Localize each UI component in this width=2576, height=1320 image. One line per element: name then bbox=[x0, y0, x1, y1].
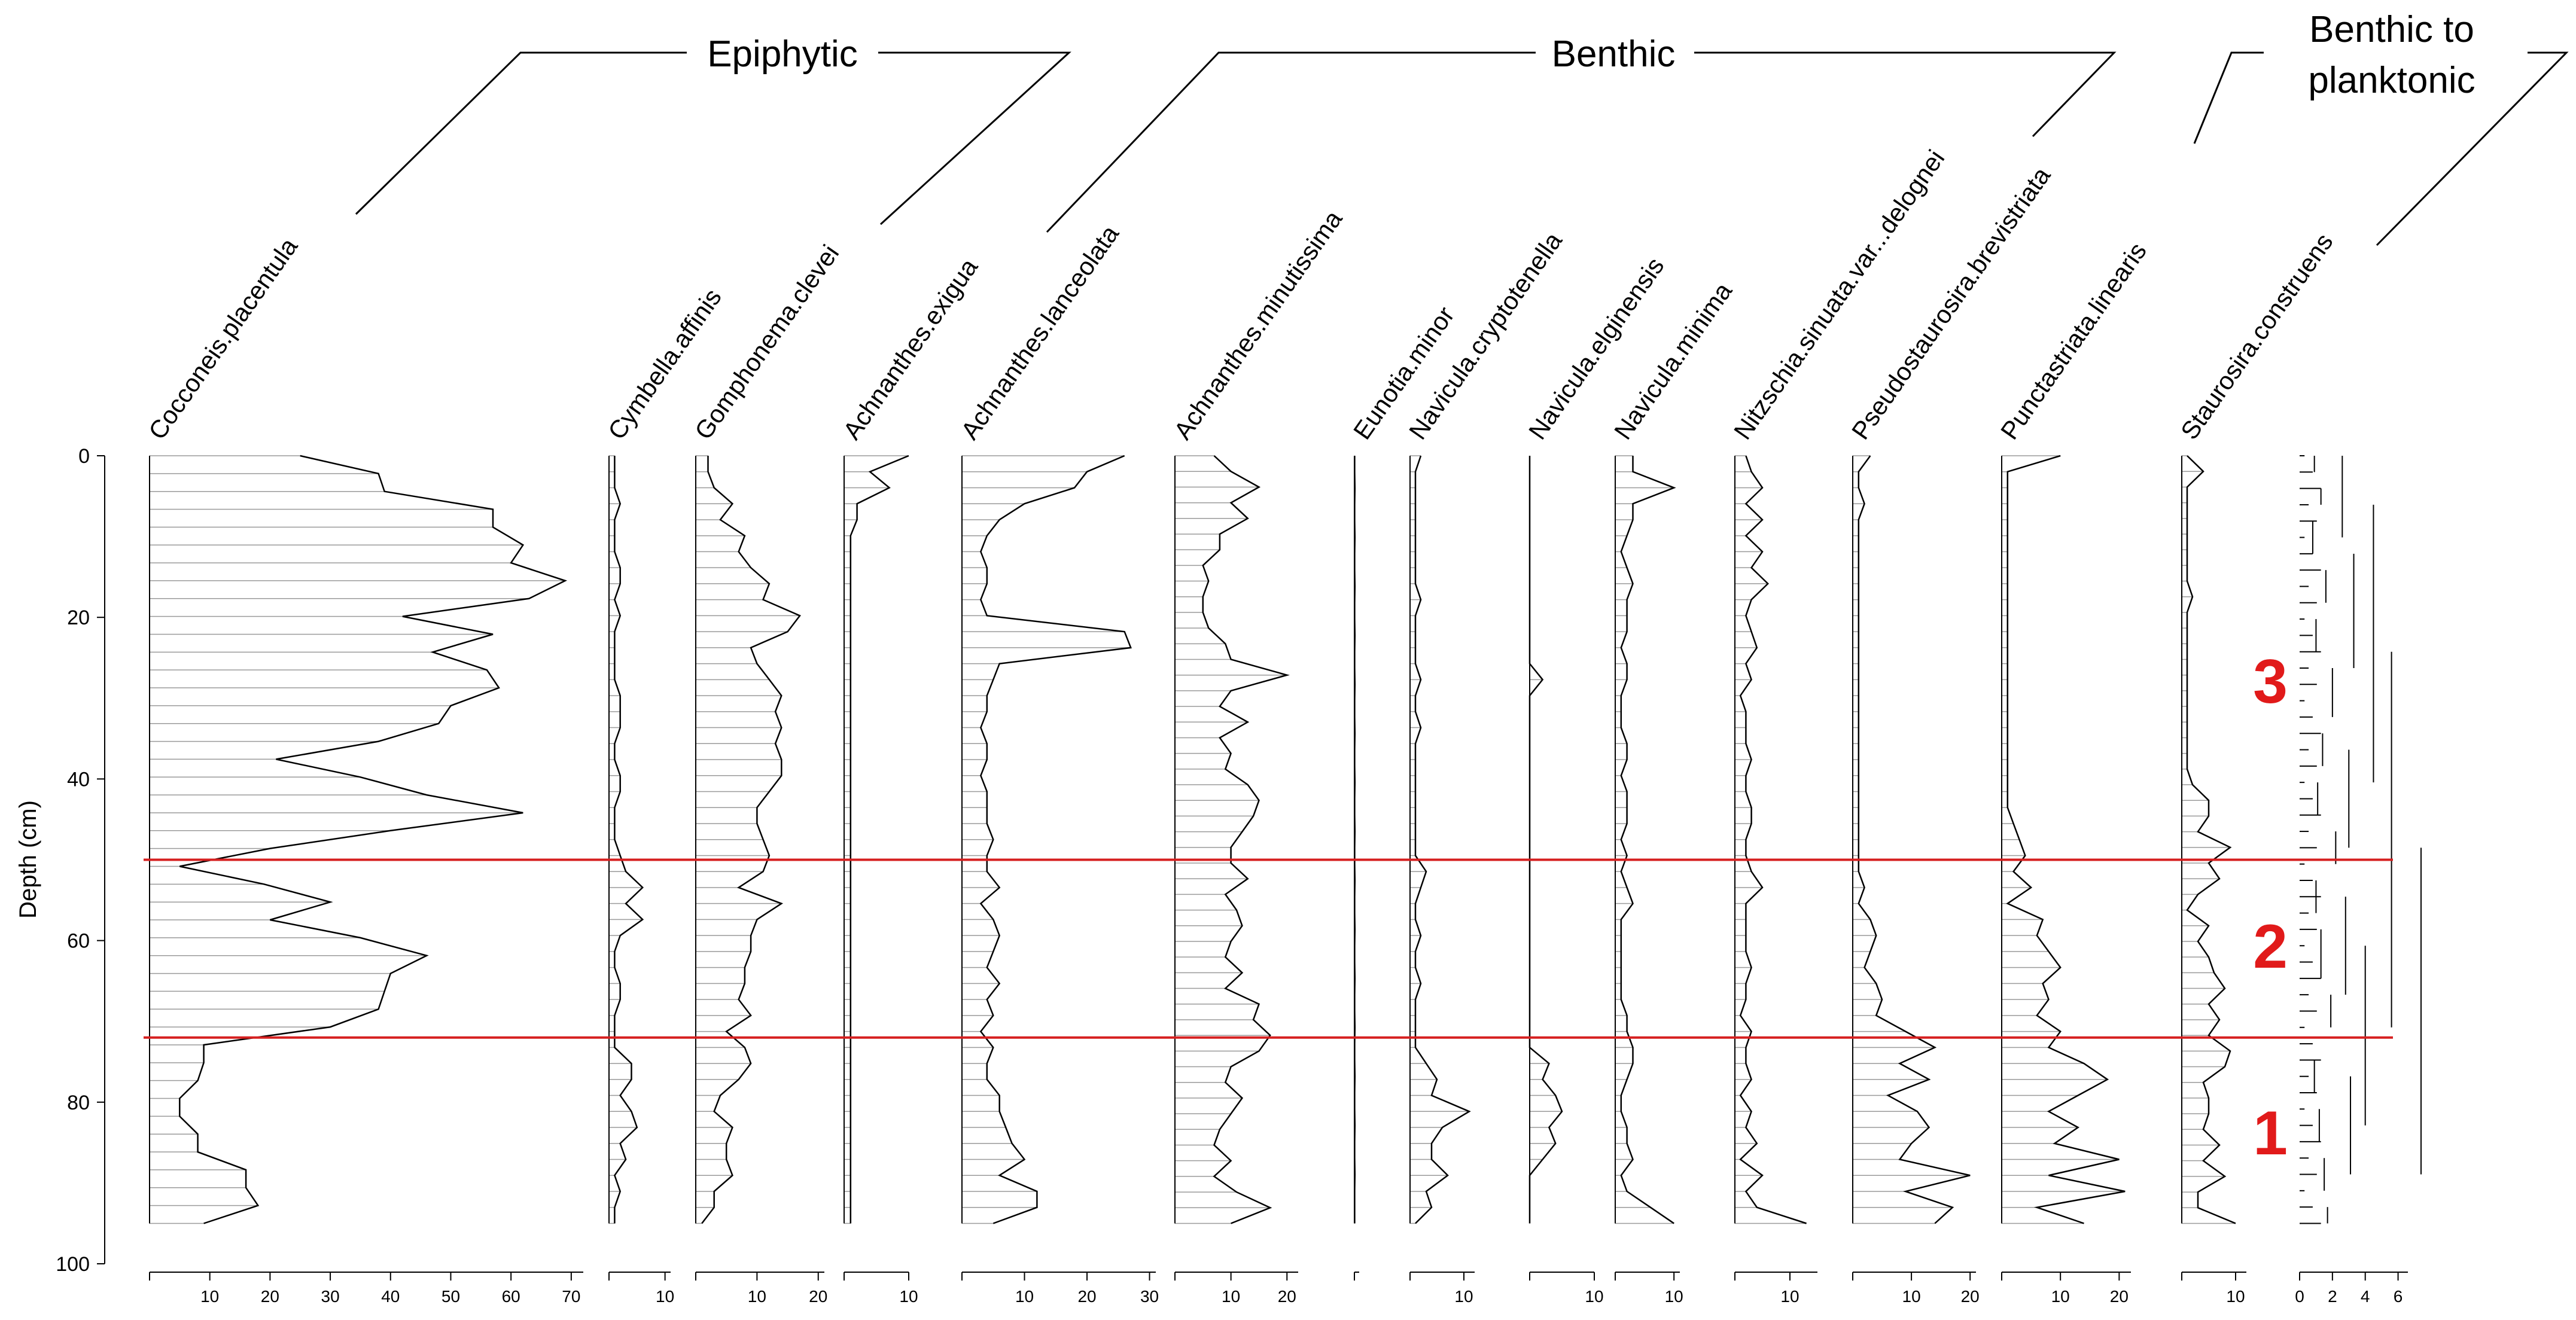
taxon-panel: Eunotia.minor bbox=[1348, 301, 1460, 1281]
panel-tick-label: 10 bbox=[1780, 1287, 1799, 1306]
taxon-panel: 10 Nitzschia.sinuata.var...delognei bbox=[1728, 145, 1950, 1306]
panel-tick-label: 20 bbox=[1961, 1287, 1980, 1306]
abundance-curve bbox=[1528, 456, 1563, 1224]
abundance-curve bbox=[2006, 455, 2126, 1224]
depth-tick-label: 20 bbox=[67, 606, 90, 629]
panel-tick-label: 20 bbox=[1278, 1287, 1296, 1306]
taxon-panel: 10 20 Punctastriata.linearis bbox=[1995, 237, 2152, 1306]
dendrogram-tick-label: 0 bbox=[2295, 1287, 2304, 1306]
panel-tick-label: 10 bbox=[1665, 1287, 1683, 1306]
dendrogram-tick-label: 4 bbox=[2361, 1287, 2370, 1306]
panel-tick-label: 10 bbox=[1222, 1287, 1240, 1306]
abundance-curve bbox=[849, 455, 909, 1224]
panel-tick-label: 10 bbox=[200, 1287, 219, 1306]
panel-tick-label: 20 bbox=[809, 1287, 827, 1306]
taxon-name: Nitzschia.sinuata.var...delognei bbox=[1728, 145, 1950, 444]
panel-tick-label: 10 bbox=[656, 1287, 674, 1306]
depth-tick-label: 0 bbox=[78, 445, 90, 468]
panel-tick-label: 10 bbox=[2051, 1287, 2070, 1306]
group-bracket-line bbox=[878, 51, 1071, 225]
abundance-curve bbox=[1202, 455, 1290, 1224]
group-bracket-line bbox=[1694, 51, 2117, 138]
taxon-name: Achnanthes.lanceolata bbox=[955, 220, 1125, 445]
group-bracket-line bbox=[2376, 51, 2569, 246]
group-bracket-line bbox=[355, 51, 687, 215]
group-label: planktonic bbox=[2308, 60, 2475, 101]
abundance-curve bbox=[1620, 456, 1676, 1224]
panel-tick-label: 60 bbox=[502, 1287, 520, 1306]
panel-tick-label: 10 bbox=[1585, 1287, 1603, 1306]
depth-tick-label: 60 bbox=[67, 930, 90, 953]
group-label: Benthic bbox=[1552, 33, 1676, 75]
group-bracket-line bbox=[1046, 51, 1536, 233]
abundance-curve bbox=[979, 455, 1132, 1224]
panel-tick-label: 10 bbox=[1015, 1287, 1034, 1306]
group-label: Benthic to bbox=[2309, 9, 2474, 50]
panel-tick-label: 40 bbox=[381, 1287, 400, 1306]
depth-tick-label: 80 bbox=[67, 1092, 90, 1114]
taxon-panel: 10 20 Gomphonema.clevei bbox=[689, 240, 844, 1306]
panel-tick-label: 10 bbox=[1454, 1287, 1473, 1306]
taxon-name: Gomphonema.clevei bbox=[689, 240, 844, 444]
taxon-name: Staurosira.construens bbox=[2175, 228, 2339, 445]
panel-tick-label: 30 bbox=[321, 1287, 340, 1306]
abundance-curve bbox=[1414, 455, 1471, 1224]
panel-tick-label: 10 bbox=[1902, 1287, 1921, 1306]
panel-tick-label: 10 bbox=[2226, 1287, 2245, 1306]
panel-tick-label: 70 bbox=[562, 1287, 580, 1306]
taxon-panel: 10 20 30 Achnanthes.lanceolata bbox=[955, 220, 1159, 1306]
group-brackets: Epiphytic Benthic Benthic to planktonic bbox=[355, 9, 2569, 246]
taxon-name: Punctastriata.linearis bbox=[1995, 237, 2152, 444]
taxon-panel: 10 20 30 40 50 60 70 Cocconeis.placentula bbox=[143, 233, 583, 1306]
depth-axis-title: Depth (cm) bbox=[15, 800, 41, 919]
group-bracket-line bbox=[2193, 51, 2264, 144]
panel-tick-label: 30 bbox=[1140, 1287, 1159, 1306]
abundance-curve bbox=[614, 456, 644, 1224]
panel-tick-label: 10 bbox=[899, 1287, 918, 1306]
zone-label: 3 bbox=[2253, 647, 2288, 717]
taxon-name: Achnanthes.minutissima bbox=[1168, 205, 1348, 444]
panel-tick-label: 20 bbox=[261, 1287, 279, 1306]
abundance-curve bbox=[701, 456, 801, 1224]
panel-tick-label: 10 bbox=[748, 1287, 766, 1306]
panel-tick-label: 50 bbox=[441, 1287, 460, 1306]
depth-tick-label: 100 bbox=[56, 1253, 90, 1276]
panel-tick-label: 20 bbox=[2110, 1287, 2129, 1306]
taxon-name: Achnanthes.exigua bbox=[838, 253, 983, 444]
abundance-curve bbox=[1739, 455, 1807, 1224]
taxon-name: Cocconeis.placentula bbox=[143, 233, 303, 445]
depth-tick-label: 40 bbox=[67, 768, 90, 791]
zone-label: 1 bbox=[2253, 1099, 2288, 1168]
panel-tick-label: 20 bbox=[1077, 1287, 1096, 1306]
zone-label: 2 bbox=[2253, 912, 2288, 981]
group-label: Epiphytic bbox=[707, 33, 858, 75]
abundance-curve bbox=[179, 455, 568, 1224]
cluster-dendrogram: 0 2 4 6 bbox=[2295, 455, 2422, 1306]
taxon-panel: 10 20 Achnanthes.minutissima bbox=[1168, 205, 1348, 1306]
dendrogram-tick-label: 6 bbox=[2394, 1287, 2403, 1306]
dendrogram-tick-label: 2 bbox=[2328, 1287, 2337, 1306]
abundance-curve bbox=[1858, 455, 1971, 1224]
abundance-curve bbox=[2186, 455, 2236, 1224]
